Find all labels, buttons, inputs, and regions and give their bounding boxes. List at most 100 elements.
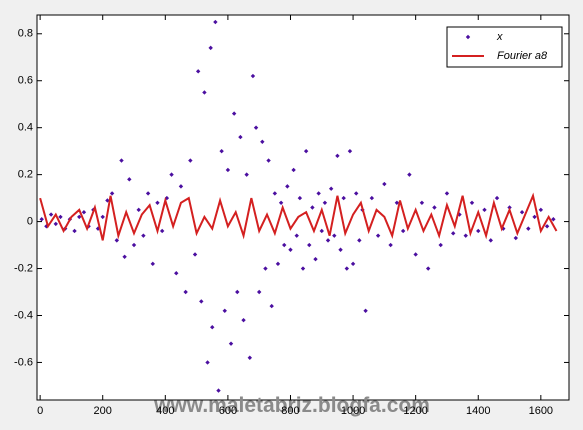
scatter-point xyxy=(363,308,368,313)
scatter-point xyxy=(325,238,331,243)
scatter-point xyxy=(344,266,350,271)
scatter-point xyxy=(247,355,252,360)
scatter-point xyxy=(72,228,77,234)
scatter-point xyxy=(192,252,198,257)
scatter-point xyxy=(463,233,468,238)
x-tick-label: 1600 xyxy=(529,405,553,417)
scatter-point xyxy=(81,209,87,215)
scatter-point xyxy=(44,224,49,229)
scatter-point xyxy=(253,125,259,130)
x-tick-label: 1000 xyxy=(341,405,365,417)
scatter-point xyxy=(482,207,487,213)
scatter-point xyxy=(354,191,359,196)
fit-line xyxy=(39,192,558,241)
scatter-point xyxy=(210,325,215,330)
x-tick-label: 600 xyxy=(219,405,237,417)
scatter-point xyxy=(332,233,337,238)
scatter-point xyxy=(297,195,303,201)
scatter-point xyxy=(131,242,137,248)
scatter-point xyxy=(369,195,375,201)
scatter-point xyxy=(188,158,193,163)
x-tick-label: 1200 xyxy=(403,405,427,417)
scatter-point xyxy=(208,45,213,51)
scatter-point xyxy=(322,200,328,206)
scatter-point xyxy=(413,252,418,257)
scatter-point xyxy=(319,228,324,234)
scatter-point xyxy=(394,200,400,206)
scatter-point xyxy=(213,19,218,25)
watermark: www.maletabriz.blogfa.com xyxy=(153,394,430,417)
scatter-point xyxy=(272,191,278,196)
scatter-point xyxy=(310,205,315,210)
scatter-point xyxy=(432,205,437,210)
scatter-point xyxy=(544,224,550,229)
scatter-point xyxy=(513,235,518,241)
scatter-point xyxy=(316,191,321,196)
scatter-point xyxy=(269,303,274,309)
x-tick-label: 400 xyxy=(156,405,174,417)
scatter-point xyxy=(235,289,240,295)
scatter-point xyxy=(469,200,475,206)
scatter-point xyxy=(155,200,160,206)
scatter-point xyxy=(307,242,312,248)
scatter-point xyxy=(39,217,44,222)
scatter-point xyxy=(438,242,443,248)
scatter-point xyxy=(538,207,544,213)
scatter-point xyxy=(95,226,101,231)
scatter-point xyxy=(199,299,204,304)
scatter-point xyxy=(100,214,105,220)
legend-label: Fourier a8 xyxy=(497,50,548,62)
scatter-point xyxy=(300,266,306,271)
x-tick-label: 1400 xyxy=(466,405,490,417)
scatter-point xyxy=(347,148,353,154)
legend: x Fourier a8 xyxy=(446,26,563,68)
scatter-point xyxy=(263,266,268,271)
scatter-point xyxy=(241,317,246,323)
y-tick-label: 0.6 xyxy=(18,75,33,87)
scatter-point xyxy=(169,172,174,177)
scatter-point xyxy=(285,184,290,189)
scatter-point xyxy=(244,172,249,177)
scatter-point xyxy=(136,207,141,213)
scatter-point xyxy=(250,73,256,79)
scatter-point xyxy=(260,139,265,144)
scatter-point xyxy=(109,191,115,196)
y-tick-label: 0.8 xyxy=(18,28,33,40)
scatter-point xyxy=(328,186,334,191)
scatter-point xyxy=(195,69,201,74)
scatter-point xyxy=(488,238,493,243)
scatter-point xyxy=(141,233,146,238)
scatter-point xyxy=(388,242,393,248)
scatter-point xyxy=(119,158,124,163)
scatter-point xyxy=(178,184,184,189)
scatter-point xyxy=(357,238,362,243)
legend-marker xyxy=(465,34,471,40)
y-tick-label: -0.4 xyxy=(14,309,33,321)
y-tick-label: 0.4 xyxy=(18,122,33,134)
scatter-point xyxy=(451,231,456,236)
scatter-point xyxy=(278,200,284,206)
scatter-point xyxy=(228,341,234,346)
scatter-point xyxy=(494,195,500,201)
scatter-point xyxy=(222,308,227,313)
scatter-point xyxy=(122,254,127,259)
scatter-point xyxy=(77,214,82,220)
scatter-point xyxy=(216,388,221,393)
scatter-point xyxy=(291,167,296,173)
scatter-point xyxy=(551,217,556,222)
x-tick-label: 800 xyxy=(281,405,299,417)
scatter-point xyxy=(382,181,387,187)
scatter-point xyxy=(375,233,381,238)
scatter-point xyxy=(53,221,58,227)
scatter-point xyxy=(476,228,481,234)
scatter-point xyxy=(303,148,309,154)
scatter-point xyxy=(288,247,293,252)
scatter-point xyxy=(425,266,431,271)
scatter-point xyxy=(205,360,210,365)
marks xyxy=(39,19,558,393)
scatter-point xyxy=(532,214,537,220)
scatter-point xyxy=(294,233,299,238)
y-tick-label: -0.6 xyxy=(14,356,33,368)
